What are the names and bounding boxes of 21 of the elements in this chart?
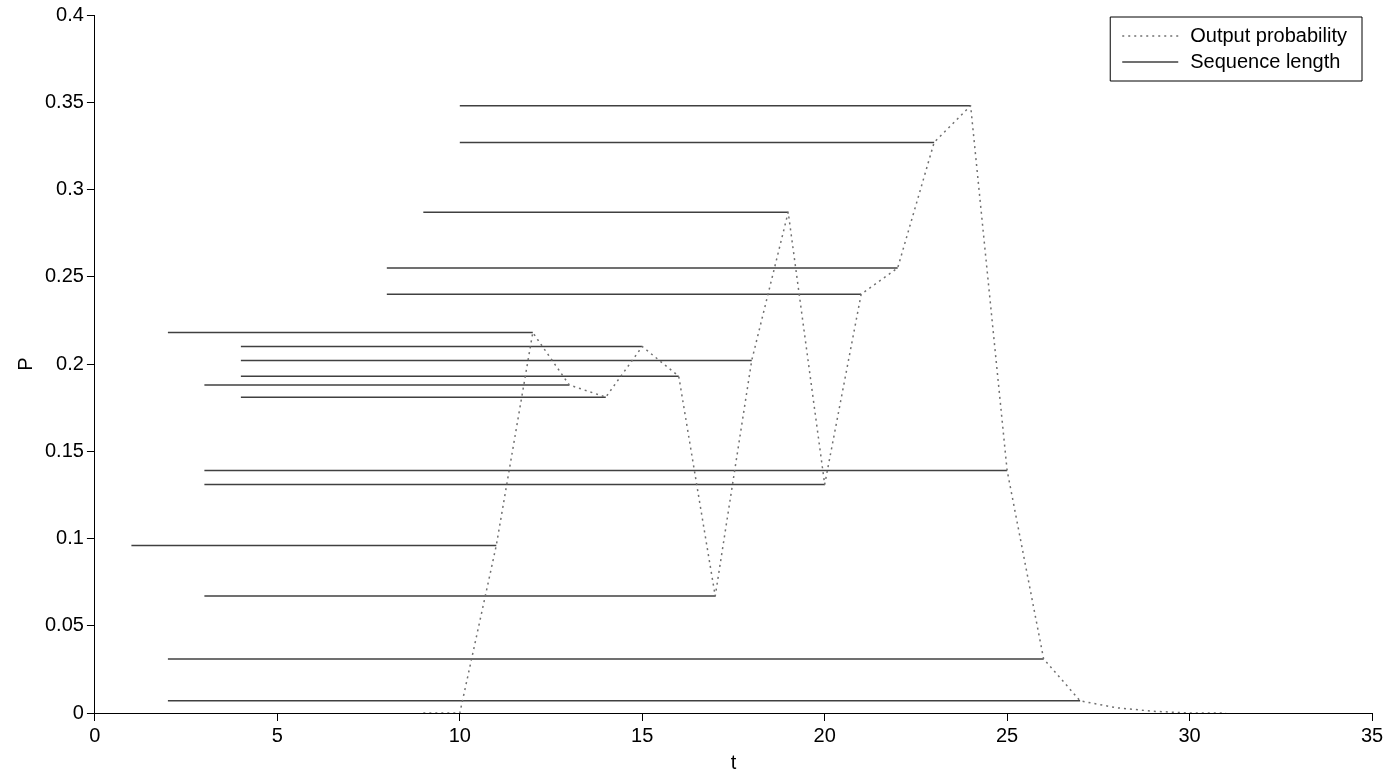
- legend-label: Output probability: [1190, 23, 1348, 46]
- x-axis-title: t: [730, 750, 737, 773]
- x-tick-label: 20: [813, 723, 836, 746]
- x-tick-label: 0: [89, 723, 101, 746]
- y-tick-label: 0.1: [56, 526, 84, 549]
- y-tick-label: 0.15: [44, 438, 84, 461]
- legend-label: Sequence length: [1190, 49, 1341, 72]
- x-tick-label: 35: [1360, 723, 1384, 746]
- y-axis-title: P: [13, 357, 36, 371]
- x-tick-label: 25: [996, 723, 1019, 746]
- y-tick-label: 0.3: [56, 177, 84, 200]
- y-tick-label: 0.35: [44, 89, 84, 112]
- y-tick-label: 0: [72, 700, 84, 723]
- y-tick-label: 0.05: [44, 613, 84, 636]
- x-tick-label: 10: [448, 723, 471, 746]
- x-tick-label: 30: [1178, 723, 1201, 746]
- y-tick-label: 0.25: [44, 264, 84, 287]
- y-tick-label: 0.2: [56, 351, 84, 374]
- y-tick-label: 0.4: [56, 2, 84, 25]
- x-tick-label: 15: [631, 723, 654, 746]
- x-tick-label: 5: [271, 723, 283, 746]
